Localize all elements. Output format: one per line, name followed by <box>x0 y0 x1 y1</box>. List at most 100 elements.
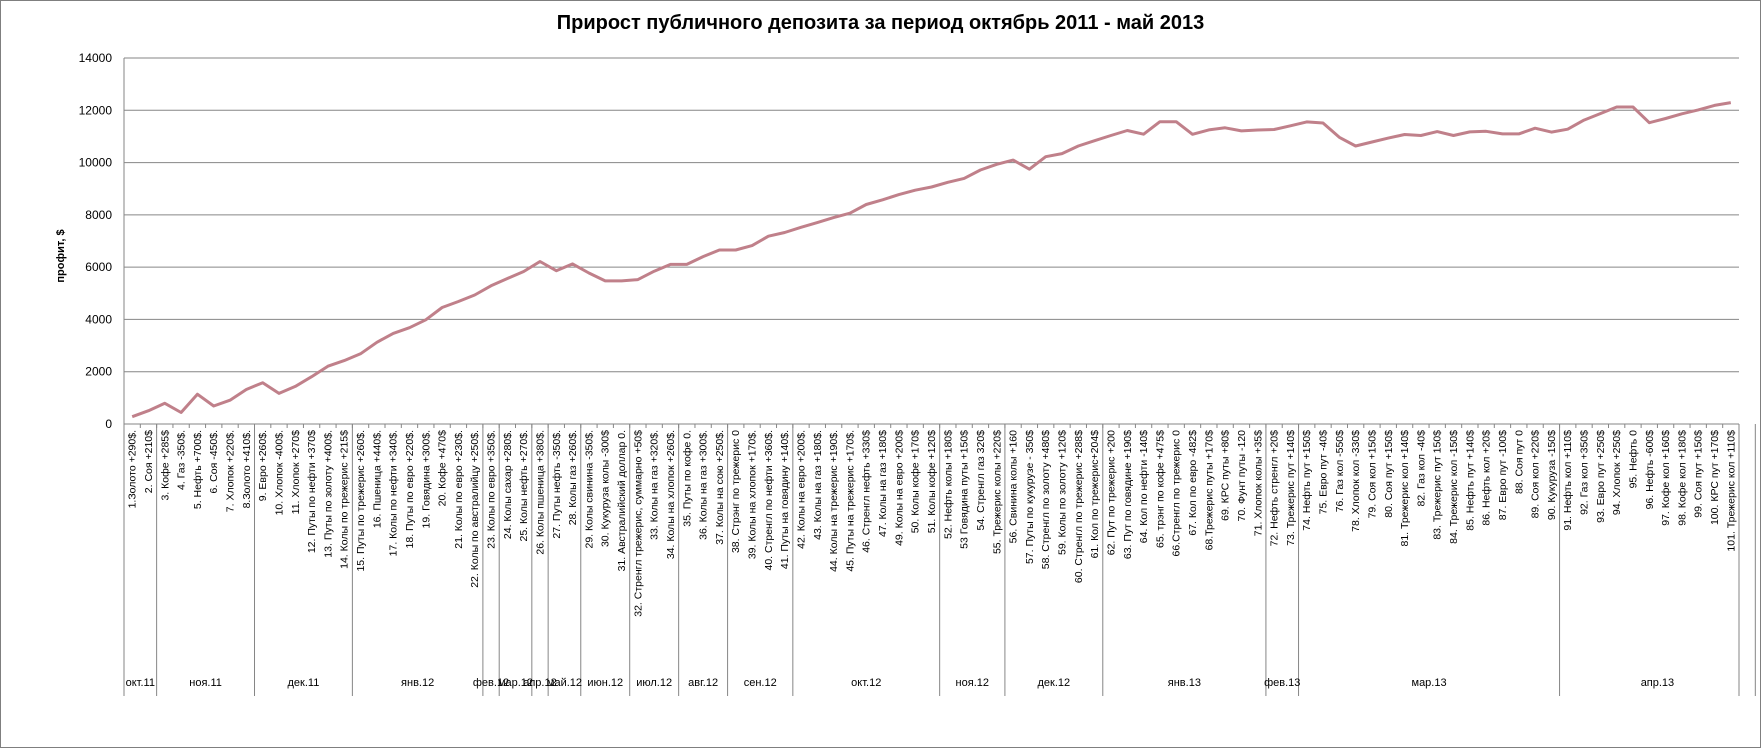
x-tick-label: 68.Трежерис путы +170$ <box>1203 430 1215 551</box>
x-tick-label: 89. Соя кол +220$ <box>1530 430 1542 519</box>
x-tick-label: 53 Говядина путы +150$ <box>959 430 971 549</box>
chart-title: Прирост публичного депозита за период ок… <box>556 12 1205 34</box>
month-label: янв.13 <box>1168 677 1201 689</box>
x-tick-label: 71. Хлопок колы +35$ <box>1252 430 1264 536</box>
x-tick-label: 84. Трежерис кол -150$ <box>1448 430 1460 544</box>
x-tick-label: 90. Кукуруза -150$ <box>1546 430 1558 520</box>
x-tick-label: 40. Стренгл по нефти +360$. <box>763 430 775 571</box>
x-tick-label: 44. Колы на трежерис +190$. <box>828 430 840 572</box>
x-tick-label: 30. Кукуруза колы -300$ <box>600 430 612 547</box>
month-label: ноя.11 <box>189 677 222 689</box>
x-tick-label: 69. КРС путы +80$ <box>1220 430 1232 521</box>
month-label: мар.12 <box>498 677 533 689</box>
x-tick-label: 101. Трежерис кол +110$ <box>1725 430 1737 552</box>
x-tick-label: 66.Стренгл по трежерис 0 <box>1171 430 1183 557</box>
x-tick-label: 11. Хлопок +270$ <box>290 430 302 515</box>
x-tick-label: 45. Путы на трежерис +170$. <box>844 430 856 572</box>
x-tick-label: 96. Нефть -600$ <box>1644 430 1656 510</box>
x-tick-label: 13. Путы по золоту +400$. <box>322 430 334 558</box>
x-tick-label: 97. Кофе кол +160$ <box>1660 430 1672 526</box>
month-label: окт.11 <box>126 677 155 689</box>
x-tick-label: 19. Говядина +300$. <box>420 430 432 528</box>
month-label: июл.12 <box>636 677 672 689</box>
x-tick-label: 81. Трежерис кол +140$ <box>1399 430 1411 547</box>
x-tick-label: 6. Соя -450$. <box>208 430 220 493</box>
x-tick-label: 49. Колы на евро +200$ <box>893 430 905 546</box>
x-tick-label: 42. Колы на евро +200$. <box>795 430 807 549</box>
x-tick-label: 83. Трежерис пут 150$ <box>1432 430 1444 540</box>
x-tick-label: 1.Золото +290$. <box>127 430 139 508</box>
x-tick-label: 79. Соя кол +150$ <box>1366 430 1378 519</box>
x-tick-label: 22. Колы по австралийцу +250$. <box>469 430 481 588</box>
x-tick-label: 18. Путы по евро +220$. <box>404 430 416 548</box>
x-tick-label: 20. Кофе +470$ <box>437 430 449 507</box>
x-tick-label: 35. Путы по кофе 0. <box>681 430 693 527</box>
x-tick-label: 70. Фунт путы -120 <box>1236 430 1248 522</box>
x-tick-label: 3. Кофе +285$ <box>159 430 171 501</box>
x-tick-label: 12. Путы по нефти +370$ <box>306 430 318 553</box>
x-tick-label: 54. Стренгл газ 320$ <box>975 430 987 531</box>
month-label: июн.12 <box>587 677 623 689</box>
x-tick-label: 9. Евро +260$. <box>257 430 269 501</box>
x-tick-label: 88. Соя пут 0 <box>1513 430 1525 494</box>
month-label: ноя.12 <box>956 677 989 689</box>
y-tick-label: 8000 <box>85 208 112 222</box>
month-label: дек.11 <box>288 677 320 689</box>
x-tick-label: 65. трэнг по кофе +475$ <box>1154 430 1166 548</box>
x-tick-label: 63. Пут по говядине +190$ <box>1122 430 1134 559</box>
y-tick-label: 12000 <box>79 103 113 117</box>
x-tick-label: 99. Соя пут +150$ <box>1693 430 1705 518</box>
x-tick-label: 28. Колы газ +260$. <box>567 430 579 525</box>
x-tick-label: 24. Колы сахар +280$. <box>502 430 514 539</box>
x-tick-label: 31. Австралийский доллар 0. <box>616 430 628 571</box>
y-tick-label: 14000 <box>79 51 113 65</box>
y-tick-label: 4000 <box>85 312 112 326</box>
x-tick-label: 59. Колы по золоту +120$ <box>1057 430 1069 555</box>
x-tick-label: 41. Путы на говядину +140$. <box>779 430 791 569</box>
x-tick-label: 47. Колы на газ +180$ <box>877 430 889 537</box>
x-tick-label: 29. Колы свинина -350$. <box>583 430 595 549</box>
x-tick-label: 32. Стренгл трежерис, суммарно +50$ <box>632 430 644 617</box>
x-tick-label: 86. Нефть кол +20$ <box>1481 430 1493 526</box>
x-tick-label: 58. Стренгл по золоту +480$ <box>1040 430 1052 569</box>
x-tick-label: 26. Колы пшеница +380$. <box>534 430 546 555</box>
x-tick-label: 92. Газ кол +350$ <box>1579 430 1591 515</box>
x-tick-label: 8.Золото +410$. <box>241 430 253 508</box>
y-tick-label: 10000 <box>79 156 113 170</box>
x-tick-label: 52. Нефть колы +180$ <box>942 430 954 539</box>
month-label: окт.12 <box>851 677 881 689</box>
month-label: мар.13 <box>1412 677 1447 689</box>
x-tick-label: 91. Нефть кол +110$ <box>1562 430 1574 531</box>
x-tick-label: 80. Соя пут +150$ <box>1383 430 1395 518</box>
x-tick-label: 21. Колы по евро +230$. <box>453 430 465 549</box>
x-tick-label: 15. Путы по трежерис +260$. <box>355 430 367 572</box>
x-tick-label: 73. Трежерис пут +140$ <box>1285 430 1297 546</box>
x-tick-label: 55. Трежерис колы +220$ <box>991 430 1003 554</box>
x-tick-label: 39. Колы на хлопок +170$. <box>747 430 759 559</box>
x-tick-label: 33. Колы на газ +320$. <box>649 430 661 540</box>
x-tick-label: 93. Евро пут +250$ <box>1595 430 1607 523</box>
month-label: сен.12 <box>744 677 777 689</box>
x-tick-label: 78. Хлопок кол -330$ <box>1350 430 1362 532</box>
month-label: фев.12 <box>473 677 509 689</box>
series-line <box>131 101 1732 419</box>
month-label: фев.13 <box>1264 677 1300 689</box>
x-tick-label: 74. Нефть пут +150$ <box>1301 430 1313 531</box>
x-tick-label: 27. Путы нефть -350$. <box>551 430 563 539</box>
month-label: апр.13 <box>1641 677 1674 689</box>
x-tick-label: 14. Колы по трежерис +215$ <box>339 430 351 569</box>
x-tick-label: 67. Кол по евро -482$ <box>1187 430 1199 536</box>
y-tick-label: 2000 <box>85 365 112 379</box>
month-label: янв.12 <box>401 677 434 689</box>
x-tick-label: 50. Колы кофе +170$ <box>910 430 922 533</box>
month-label: май.12 <box>547 677 582 689</box>
x-tick-label: 5. Нефть +700$. <box>192 430 204 509</box>
x-tick-label: 72. Нефть стренгл +20$ <box>1269 430 1281 547</box>
x-tick-label: 75. Евро пут -40$ <box>1318 430 1330 515</box>
x-tick-label: 94. Хлопок +250$ <box>1611 430 1623 515</box>
month-label: апр.12 <box>523 677 556 689</box>
y-tick-label: 6000 <box>85 260 112 274</box>
x-tick-label: 17. Колы по нефти +340$. <box>388 430 400 556</box>
